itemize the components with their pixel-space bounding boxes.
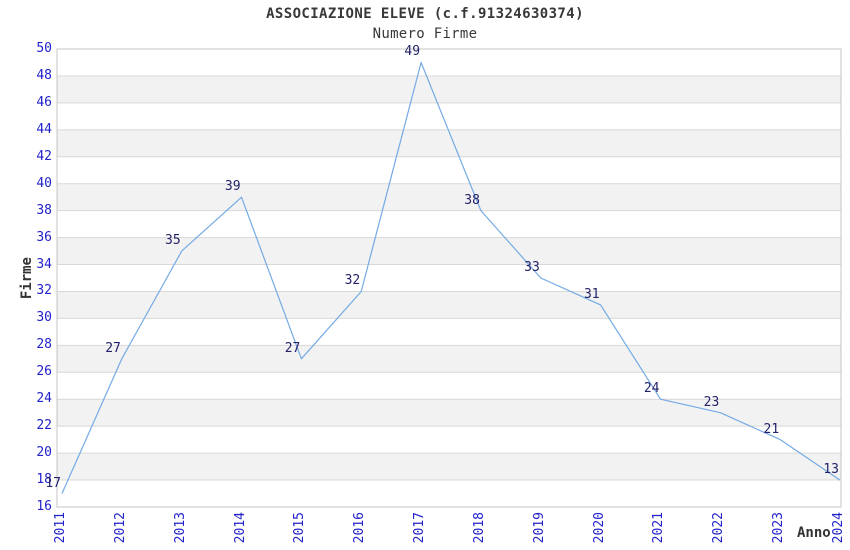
chart-line — [61, 61, 841, 494]
x-tick-label: 2011 — [53, 512, 68, 544]
grid-band — [57, 291, 841, 319]
y-tick-label: 48 — [36, 67, 52, 83]
y-tick-label: 42 — [36, 148, 52, 164]
chart-title: ASSOCIAZIONE ELEVE (c.f.91324630374) — [266, 6, 584, 22]
chart-subtitle: Numero Firme — [372, 26, 478, 42]
x-tick-label: 2013 — [172, 512, 188, 544]
x-tick-label: 2024 — [831, 512, 846, 544]
grid-band — [57, 129, 841, 157]
y-tick-label: 32 — [36, 283, 52, 299]
x-tick-label: 2017 — [412, 512, 428, 544]
x-axis-title: Anno — [797, 525, 831, 541]
data-point-label: 39 — [224, 179, 241, 195]
x-tick-label: 2018 — [471, 512, 487, 544]
x-tick-label: 2020 — [591, 512, 607, 544]
y-tick-label: 28 — [36, 337, 52, 353]
grid-band — [57, 75, 841, 103]
x-tick-label: 2014 — [232, 512, 248, 544]
y-tick-label: 22 — [36, 418, 52, 434]
data-point-label: 31 — [583, 286, 600, 302]
plot-border — [56, 48, 842, 508]
y-tick-label: 24 — [36, 391, 52, 407]
data-point-label: 21 — [763, 421, 780, 437]
y-tick-label: 30 — [36, 310, 52, 326]
x-tick-label: 2021 — [651, 512, 667, 544]
y-tick-label: 44 — [36, 121, 52, 137]
y-tick-label: 40 — [36, 175, 52, 191]
data-point-label: 23 — [703, 394, 720, 410]
data-point-label: 35 — [165, 233, 181, 249]
y-tick-label: 50 — [36, 41, 52, 56]
grid-band — [57, 183, 841, 211]
y-tick-label: 26 — [36, 364, 52, 380]
grid-band — [57, 237, 841, 265]
data-point-label: 13 — [823, 462, 839, 478]
data-point-label: 27 — [284, 340, 301, 356]
grid-band — [57, 453, 841, 481]
x-tick-label: 2012 — [112, 512, 128, 544]
y-tick-label: 38 — [36, 202, 52, 218]
y-tick-label: 16 — [36, 499, 52, 514]
data-point-label: 27 — [105, 340, 121, 356]
x-tick-label: 2015 — [292, 512, 308, 544]
x-tick-label: 2023 — [771, 512, 787, 544]
x-tick-label: 2022 — [711, 512, 727, 544]
y-tick-label: 36 — [36, 229, 52, 245]
data-point-label: 33 — [524, 260, 540, 275]
grid-band — [57, 345, 841, 373]
data-point-label: 24 — [643, 381, 660, 397]
y-tick-label: 18 — [36, 472, 52, 488]
x-tick-label: 2019 — [531, 512, 547, 544]
data-point-label: 38 — [464, 192, 480, 208]
y-tick-label: 34 — [36, 256, 52, 272]
data-point-label: 17 — [45, 475, 61, 491]
x-tick-label: 2016 — [352, 512, 368, 544]
grid-band — [57, 399, 841, 427]
y-tick-label: 20 — [36, 445, 52, 461]
data-point-label: 49 — [404, 44, 421, 60]
y-tick-label: 46 — [36, 94, 52, 110]
data-point-label: 32 — [344, 273, 361, 289]
